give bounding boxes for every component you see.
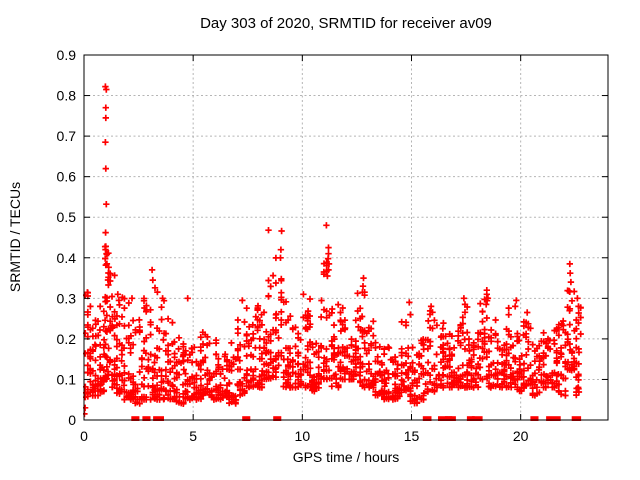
y-tick-label: 0.8 [57, 88, 77, 104]
plot-border [83, 54, 609, 421]
zero-value-marker-run [448, 416, 456, 421]
x-tick-label: 10 [295, 428, 311, 444]
zero-value-marker-run [242, 416, 251, 421]
x-tick-label: 20 [513, 428, 529, 444]
zero-value-marker-run [142, 416, 151, 421]
y-tick-label: 0.7 [57, 128, 77, 144]
y-axis-label: SRMTID / TECUs [7, 182, 23, 292]
srmtid-plus-markers [83, 83, 584, 418]
gridlines [84, 55, 608, 420]
x-tick-label: 15 [404, 428, 420, 444]
y-tick-label: 0.2 [57, 331, 77, 347]
y-tick-label: 0 [68, 412, 76, 428]
chart-title: Day 303 of 2020, SRMTID for receiver av0… [200, 15, 492, 32]
x-tick-label: 5 [189, 428, 197, 444]
zero-value-marker-run [445, 416, 453, 421]
y-tick-label: 0.4 [57, 250, 77, 266]
zero-value-marker-run [471, 416, 483, 421]
y-tick-label: 0.1 [57, 371, 77, 387]
zero-value-marker-run [273, 416, 282, 421]
zero-value-marker-run [466, 416, 475, 421]
zero-value-marker-run [153, 416, 164, 421]
tick-labels: 0 5 10 15 20 0 0.1 0.2 0.3 0.4 0.5 0.6 0.7 0.8 0.9 [57, 47, 529, 444]
zero-value-marker-run [571, 416, 582, 421]
y-tick-label: 0.3 [57, 290, 77, 306]
y-tick-label: 0.5 [57, 209, 77, 225]
zero-value-marker-run [546, 416, 561, 421]
x-tick-label: 0 [80, 428, 88, 444]
y-tick-label: 0.9 [57, 47, 77, 63]
x-axis-label: GPS time / hours [293, 449, 400, 465]
zero-value-marker-run [530, 416, 539, 421]
zero-value-marker-run [131, 416, 140, 421]
data-points [83, 83, 584, 421]
zero-value-marker-run [438, 416, 449, 421]
y-tick-label: 0.6 [57, 169, 77, 185]
zero-value-marker-run [422, 416, 432, 421]
